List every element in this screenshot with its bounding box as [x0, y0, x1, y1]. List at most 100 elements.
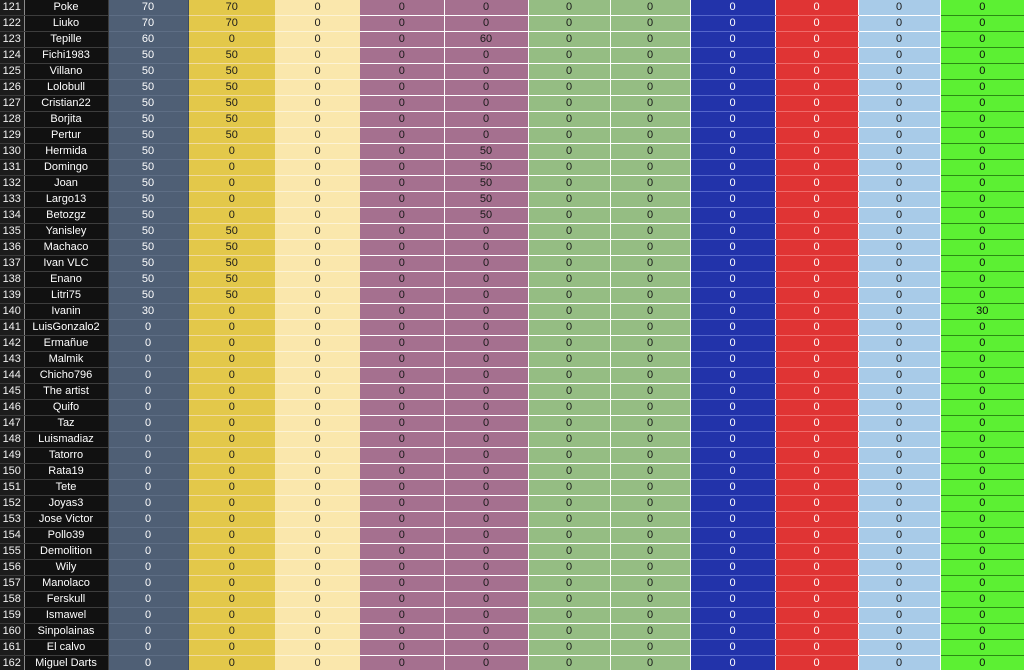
row-header-cell[interactable]: 138: [0, 271, 25, 289]
value-cell[interactable]: 0: [444, 367, 529, 385]
value-cell[interactable]: 0: [528, 239, 611, 257]
value-cell[interactable]: 0: [775, 399, 859, 417]
value-cell[interactable]: 0: [610, 239, 691, 257]
value-cell[interactable]: 0: [108, 543, 189, 561]
row-header-cell[interactable]: 159: [0, 607, 25, 625]
value-cell[interactable]: 0: [858, 415, 941, 433]
value-cell[interactable]: 0: [690, 607, 776, 625]
value-cell[interactable]: 30: [940, 303, 1024, 321]
value-cell[interactable]: 0: [444, 287, 529, 305]
value-cell[interactable]: 0: [360, 367, 445, 385]
value-cell[interactable]: 0: [940, 175, 1024, 193]
player-name-cell[interactable]: Ermañue: [24, 335, 109, 353]
player-name-cell[interactable]: Lolobull: [24, 79, 109, 97]
value-cell[interactable]: 0: [444, 255, 529, 273]
value-cell[interactable]: 0: [610, 527, 691, 545]
value-cell[interactable]: 0: [610, 335, 691, 353]
value-cell[interactable]: 0: [858, 31, 941, 49]
value-cell[interactable]: 0: [690, 383, 776, 401]
value-cell[interactable]: 0: [360, 111, 445, 129]
value-cell[interactable]: 0: [690, 63, 776, 81]
value-cell[interactable]: 0: [528, 623, 611, 641]
value-cell[interactable]: 50: [188, 63, 275, 81]
value-cell[interactable]: 0: [528, 559, 611, 577]
row-header-cell[interactable]: 122: [0, 15, 25, 33]
value-cell[interactable]: 0: [188, 447, 275, 465]
value-cell[interactable]: 0: [360, 15, 445, 33]
value-cell[interactable]: 0: [940, 207, 1024, 225]
value-cell[interactable]: 0: [610, 191, 691, 209]
row-header-cell[interactable]: 124: [0, 47, 25, 65]
value-cell[interactable]: 0: [275, 463, 360, 481]
value-cell[interactable]: 0: [275, 191, 360, 209]
value-cell[interactable]: 0: [775, 463, 859, 481]
value-cell[interactable]: 0: [775, 15, 859, 33]
table-row[interactable]: 151 Tete 0 0 0 0 0 0 0 0 0 0 0: [0, 479, 1024, 497]
value-cell[interactable]: 0: [940, 111, 1024, 129]
value-cell[interactable]: 0: [690, 335, 776, 353]
value-cell[interactable]: 0: [444, 111, 529, 129]
value-cell[interactable]: 0: [360, 639, 445, 657]
value-cell[interactable]: 50: [108, 159, 189, 177]
value-cell[interactable]: 0: [775, 383, 859, 401]
value-cell[interactable]: 0: [775, 655, 859, 670]
value-cell[interactable]: 0: [108, 591, 189, 609]
value-cell[interactable]: 0: [275, 559, 360, 577]
value-cell[interactable]: 0: [690, 47, 776, 65]
value-cell[interactable]: 0: [444, 271, 529, 289]
value-cell[interactable]: 0: [360, 591, 445, 609]
value-cell[interactable]: 0: [858, 591, 941, 609]
value-cell[interactable]: 50: [444, 159, 529, 177]
value-cell[interactable]: 0: [690, 207, 776, 225]
value-cell[interactable]: 0: [360, 447, 445, 465]
value-cell[interactable]: 50: [108, 223, 189, 241]
value-cell[interactable]: 0: [940, 127, 1024, 145]
row-header-cell[interactable]: 121: [0, 0, 25, 17]
value-cell[interactable]: 0: [188, 175, 275, 193]
player-name-cell[interactable]: Villano: [24, 63, 109, 81]
table-row[interactable]: 132 Joan 50 0 0 0 50 0 0 0 0 0 0: [0, 175, 1024, 193]
value-cell[interactable]: 0: [858, 239, 941, 257]
value-cell[interactable]: 0: [690, 127, 776, 145]
value-cell[interactable]: 0: [188, 463, 275, 481]
value-cell[interactable]: 0: [858, 623, 941, 641]
value-cell[interactable]: 0: [775, 367, 859, 385]
value-cell[interactable]: 0: [528, 15, 611, 33]
value-cell[interactable]: 0: [610, 351, 691, 369]
value-cell[interactable]: 0: [444, 303, 529, 321]
value-cell[interactable]: 0: [940, 447, 1024, 465]
value-cell[interactable]: 0: [444, 239, 529, 257]
value-cell[interactable]: 0: [444, 351, 529, 369]
row-header-cell[interactable]: 154: [0, 527, 25, 545]
value-cell[interactable]: 0: [940, 95, 1024, 113]
value-cell[interactable]: 0: [360, 31, 445, 49]
player-name-cell[interactable]: Borjita: [24, 111, 109, 129]
player-name-cell[interactable]: Tete: [24, 479, 109, 497]
value-cell[interactable]: 0: [528, 639, 611, 657]
value-cell[interactable]: 70: [108, 0, 189, 17]
value-cell[interactable]: 0: [360, 207, 445, 225]
value-cell[interactable]: 0: [775, 159, 859, 177]
value-cell[interactable]: 0: [775, 287, 859, 305]
table-row[interactable]: 153 Jose Victor 0 0 0 0 0 0 0 0 0 0 0: [0, 511, 1024, 529]
value-cell[interactable]: 0: [858, 47, 941, 65]
value-cell[interactable]: 0: [775, 335, 859, 353]
value-cell[interactable]: 0: [360, 463, 445, 481]
value-cell[interactable]: 0: [610, 271, 691, 289]
table-row[interactable]: 145 The artist 0 0 0 0 0 0 0 0 0 0 0: [0, 383, 1024, 401]
value-cell[interactable]: 0: [775, 495, 859, 513]
value-cell[interactable]: 0: [188, 159, 275, 177]
value-cell[interactable]: 0: [775, 591, 859, 609]
value-cell[interactable]: 0: [690, 447, 776, 465]
value-cell[interactable]: 0: [528, 383, 611, 401]
value-cell[interactable]: 0: [528, 335, 611, 353]
value-cell[interactable]: 0: [275, 351, 360, 369]
player-name-cell[interactable]: Liuko: [24, 15, 109, 33]
value-cell[interactable]: 0: [940, 591, 1024, 609]
value-cell[interactable]: 0: [858, 303, 941, 321]
value-cell[interactable]: 0: [775, 575, 859, 593]
value-cell[interactable]: 0: [940, 15, 1024, 33]
value-cell[interactable]: 0: [775, 223, 859, 241]
value-cell[interactable]: 50: [444, 175, 529, 193]
value-cell[interactable]: 0: [610, 223, 691, 241]
